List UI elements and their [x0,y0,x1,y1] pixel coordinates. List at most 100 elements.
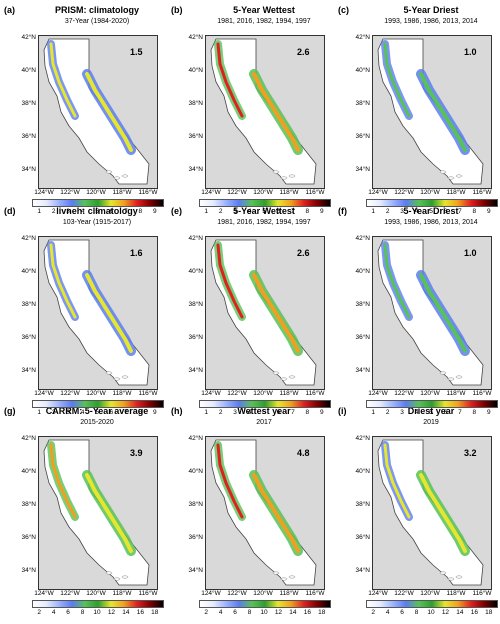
latitude-label: 34°N [355,567,370,574]
latitude-label: 42°N [21,435,36,442]
sierra-ridge [419,72,467,152]
channel-island [121,575,129,579]
longitude-label: 118°W [279,189,299,196]
colorbar-tick: 6 [233,609,237,616]
colorbar-tick: 6 [276,208,281,215]
colorbar [32,600,164,608]
california-map [210,439,317,586]
latitude-label: 38°N [188,501,203,508]
map-frame [205,35,325,189]
panel-title: livneh: climatology [56,206,138,216]
longitude-label: 118°W [446,189,466,196]
latitude-label: 34°N [21,567,36,574]
channel-island [447,377,455,381]
sierra-ridge [85,72,133,152]
latitude-label: 38°N [355,100,370,107]
longitude-label: 124°W [368,590,388,597]
longitude-label: 122°W [394,590,414,597]
channel-island [455,174,463,178]
longitude-label: 120°W [253,189,273,196]
colorbar [32,199,164,207]
latitude-label: 38°N [21,301,36,308]
panel-title: 5-Year Driest [403,5,459,15]
colorbar-tick: 4 [218,609,223,616]
colorbar-tick: 12 [274,609,283,616]
coastal-ridge [383,42,411,118]
colorbar-tick: 4 [51,609,56,616]
colorbar [366,400,498,408]
colorbar-tick: 4 [247,409,252,416]
channel-island [280,577,288,581]
latitude-label: 36°N [21,334,36,341]
latitude-label: 42°N [21,235,36,242]
colorbar-tick: 2 [218,409,223,416]
colorbar-tick: 14 [122,609,130,616]
colorbar-tick: 1 [204,208,209,215]
panel-value: 3.9 [130,448,143,458]
channel-island [280,377,288,381]
map-frame [372,236,492,390]
longitude-label: 116°W [138,390,158,397]
channel-island [288,174,296,178]
longitude-label: 122°W [227,390,247,397]
colorbar-tick: 14 [456,609,464,616]
colorbar [199,199,331,207]
latitude-label: 42°N [21,34,36,41]
coastal-ridge [216,42,244,118]
state-outline [377,439,484,586]
colorbar-tick: 3 [400,409,404,416]
longitude-label: 120°W [420,590,440,597]
longitude-label: 124°W [201,390,221,397]
longitude-label: 120°W [86,390,106,397]
latitude-label: 38°N [188,100,203,107]
longitude-label: 116°W [472,590,492,597]
colorbar-tick: 8 [80,609,85,616]
channel-island [447,176,455,180]
longitude-label: 124°W [201,590,221,597]
channel-island [113,577,121,581]
channel-island [439,371,447,375]
colorbar-tick: 3 [66,409,70,416]
latitude-label: 42°N [188,235,203,242]
channel-island [288,375,296,379]
colorbar-tick: 8 [414,609,419,616]
colorbar-tick: 4 [385,609,390,616]
latitude-label: 42°N [188,435,203,442]
colorbar-tick: 4 [80,208,85,215]
colorbar-tick: 12 [441,609,450,616]
colorbar-tick: 12 [107,609,116,616]
coastal-ridge [49,243,77,319]
colorbar-tick: 8 [472,208,477,215]
colorbar [199,400,331,408]
channel-island [447,577,455,581]
panel-subtitle: 1993, 1986, 1986, 2013, 2014 [384,18,478,25]
channel-island [288,575,296,579]
colorbar-tick: 9 [152,409,157,416]
colorbar-tick: 8 [305,208,310,215]
colorbar [199,600,331,608]
longitude-label: 124°W [368,189,388,196]
panel-subtitle: 2019 [423,419,439,426]
channel-island [105,371,113,375]
california-map [377,38,484,185]
latitude-label: 34°N [355,166,370,173]
latitude-label: 38°N [188,301,203,308]
longitude-label: 120°W [253,390,273,397]
sierra-ridge [85,273,133,353]
latitude-label: 36°N [188,334,203,341]
latitude-label: 36°N [21,133,36,140]
state-outline [210,439,317,586]
colorbar-tick: 5 [429,208,433,215]
panel-value: 4.8 [297,448,310,458]
longitude-label: 122°W [60,590,80,597]
colorbar [366,199,498,207]
panel-value: 1.0 [464,248,477,258]
colorbar-tick: 6 [109,208,114,215]
panel-title: PRISM: climatology [54,5,139,15]
colorbar-tick: 3 [233,208,237,215]
panel-title: 5-Year Wettest [233,206,295,216]
colorbar-tick: 2 [204,609,209,616]
longitude-label: 118°W [112,390,132,397]
longitude-label: 122°W [394,189,414,196]
panel-subtitle: 37-Year (1984-2020) [64,18,130,25]
